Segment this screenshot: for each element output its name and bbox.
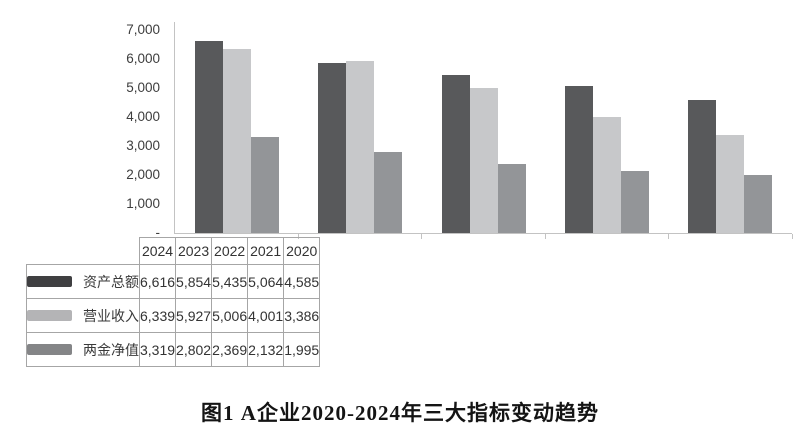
bar-资产总额-2022	[441, 75, 470, 233]
table-row-revenue: 营业收入 6,339 5,927 5,006 4,001 3,386	[26, 298, 321, 333]
legend-label: 资产总额	[83, 273, 139, 290]
year-header-2022: 2022	[211, 237, 249, 265]
legend-cell-revenue: 营业收入	[26, 298, 140, 333]
legend-cell-liangjin: 两金净值	[26, 332, 140, 367]
bar-两金净值-2022	[497, 164, 526, 233]
bar-两金净值-2020	[744, 175, 773, 233]
year-header-2023: 2023	[175, 237, 213, 265]
table-corner-blank	[27, 238, 140, 265]
table-cell: 5,006	[211, 298, 249, 333]
y-tick-label: 6,000	[126, 51, 160, 66]
bar-group-2024	[175, 22, 300, 239]
y-tick-label: 3,000	[126, 138, 160, 153]
bar-营业收入-2020	[716, 135, 745, 233]
y-axis: 7,000 6,000 5,000 4,000 3,000 2,000 1,000 -	[0, 22, 160, 241]
figure-caption: 图1 A企业2020-2024年三大指标变动趋势	[201, 401, 599, 425]
bar-营业收入-2024	[222, 49, 251, 233]
table-cell: 5,854	[175, 264, 213, 299]
table-cell: 2,369	[211, 332, 249, 367]
legend-cell-assets: 资产总额	[26, 264, 140, 299]
bar-资产总额-2020	[688, 100, 717, 233]
bar-group-2023	[298, 22, 423, 239]
bar-资产总额-2023	[318, 63, 347, 233]
table-cell: 5,927	[175, 298, 213, 333]
bar-资产总额-2024	[194, 41, 223, 233]
data-table: 2024 2023 2022 2021 2020 资产总额 6,616 5,85…	[26, 237, 321, 367]
legend-label: 营业收入	[83, 307, 139, 324]
bar-营业收入-2022	[469, 88, 498, 233]
y-tick-label: 4,000	[126, 109, 160, 124]
year-header-2024: 2024	[138, 237, 177, 265]
bar-group-2022	[422, 22, 547, 239]
table-header-row: 2024 2023 2022 2021 2020	[27, 237, 321, 265]
y-tick-label: 2,000	[126, 167, 160, 182]
table-cell: 4,585	[283, 264, 321, 299]
bar-营业收入-2021	[592, 117, 621, 233]
table-cell: 5,435	[211, 264, 249, 299]
bar-group-2020	[669, 22, 793, 239]
table-row-assets: 资产总额 6,616 5,854 5,435 5,064 4,585	[26, 264, 321, 299]
table-cell: 5,064	[247, 264, 285, 299]
bar-两金净值-2021	[620, 171, 649, 233]
year-header-2020: 2020	[283, 237, 321, 265]
bar-资产总额-2021	[564, 86, 593, 233]
bar-group-2021	[545, 22, 670, 239]
y-tick-label: 5,000	[126, 80, 160, 95]
table-cell: 2,802	[175, 332, 213, 367]
y-tick-label: 1,000	[126, 196, 160, 211]
table-row-liangjin: 两金净值 3,319 2,802 2,369 2,132 1,995	[26, 332, 321, 367]
table-cell: 6,616	[138, 264, 177, 299]
bar-营业收入-2023	[346, 61, 375, 233]
table-cell: 1,995	[283, 332, 321, 367]
legend-label: 两金净值	[83, 341, 139, 358]
year-header-2021: 2021	[247, 237, 285, 265]
table-cell: 3,319	[138, 332, 177, 367]
legend-swatch-light-icon	[27, 310, 72, 321]
bar-两金净值-2024	[250, 137, 279, 233]
table-cell: 3,386	[283, 298, 321, 333]
plot-area	[174, 22, 793, 239]
table-cell: 6,339	[138, 298, 177, 333]
table-cell: 4,001	[247, 298, 285, 333]
legend-swatch-dark-icon	[27, 276, 72, 287]
legend-swatch-medium-icon	[27, 344, 72, 355]
y-tick-label: -	[155, 225, 161, 240]
bar-两金净值-2023	[374, 152, 403, 233]
table-cell: 2,132	[247, 332, 285, 367]
y-tick-label: 7,000	[126, 22, 160, 37]
